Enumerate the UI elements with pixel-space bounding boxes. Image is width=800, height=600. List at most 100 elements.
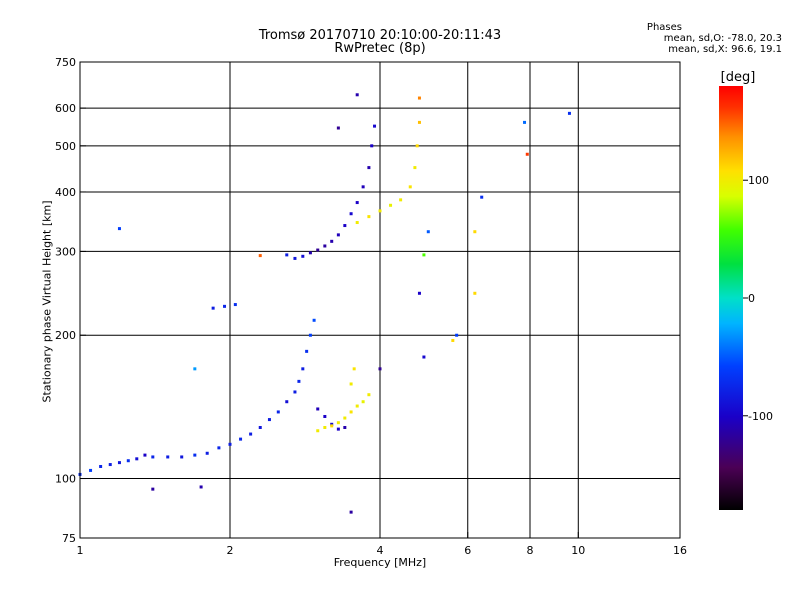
data-point	[373, 124, 377, 128]
data-point	[349, 410, 353, 414]
data-point	[305, 349, 309, 353]
data-point	[293, 390, 297, 394]
data-point	[193, 367, 197, 371]
data-point	[249, 432, 253, 436]
x-tick-label: 2	[227, 544, 234, 557]
data-point	[389, 203, 393, 207]
data-point	[355, 93, 359, 97]
data-point	[343, 425, 347, 429]
x-tick-label: 8	[527, 544, 534, 557]
data-point	[417, 96, 421, 100]
data-point	[343, 416, 347, 420]
data-point	[267, 418, 271, 422]
colorbar-ticks: 100 0 -100	[743, 174, 773, 423]
data-point	[417, 291, 421, 295]
data-point	[151, 455, 155, 459]
data-point	[285, 400, 289, 404]
data-point	[135, 457, 139, 461]
data-point	[199, 485, 203, 489]
data-point	[413, 166, 417, 170]
data-point	[343, 224, 347, 228]
data-point	[117, 461, 121, 465]
data-point	[370, 144, 374, 148]
data-point	[367, 393, 371, 397]
data-point	[415, 144, 419, 148]
data-point	[336, 427, 340, 431]
data-point	[417, 120, 421, 124]
y-tick-label: 600	[55, 102, 76, 115]
y-tick-label: 75	[62, 532, 76, 545]
axis-ticks: 1 2 4 6 8 10 16 75 100 200 300 400 500 600 750	[55, 56, 687, 557]
data-point	[276, 410, 280, 414]
data-point	[349, 212, 353, 216]
data-point	[316, 429, 320, 433]
data-point	[361, 400, 365, 404]
data-point	[293, 256, 297, 260]
data-point	[126, 459, 130, 463]
data-point	[211, 306, 215, 310]
data-point	[308, 251, 312, 255]
data-point	[258, 254, 262, 258]
x-tick-label: 1	[77, 544, 84, 557]
data-point	[316, 407, 320, 411]
data-point	[89, 468, 93, 472]
data-point	[451, 338, 455, 342]
grid-lines	[80, 62, 680, 538]
data-point	[301, 367, 305, 371]
y-tick-label: 200	[55, 329, 76, 342]
x-tick-label: 16	[673, 544, 687, 557]
data-point	[523, 120, 527, 124]
y-tick-label: 300	[55, 245, 76, 258]
data-point	[99, 464, 103, 468]
y-tick-label: 100	[55, 473, 76, 486]
data-point	[422, 253, 426, 257]
data-point	[205, 451, 209, 455]
data-point	[336, 233, 340, 237]
data-point	[367, 166, 371, 170]
colorbar-tick-label: -100	[748, 410, 773, 423]
data-point	[408, 185, 412, 189]
data-point	[336, 421, 340, 425]
colorbar-unit: [deg]	[720, 70, 756, 85]
data-point	[367, 215, 371, 219]
data-point	[239, 437, 243, 441]
data-point	[323, 414, 327, 418]
data-point	[108, 463, 112, 467]
data-point	[151, 487, 155, 491]
data-point	[378, 367, 382, 371]
data-point	[258, 425, 262, 429]
data-point	[336, 126, 340, 130]
data-point	[297, 379, 301, 383]
data-point	[422, 355, 426, 359]
data-point	[567, 111, 571, 115]
stats-o-mode: mean, sd,O: -78.0, 20.3	[663, 33, 782, 44]
stats-heading: Phases	[646, 22, 682, 33]
data-point	[473, 291, 477, 295]
data-point	[349, 382, 353, 386]
data-point	[166, 455, 170, 459]
data-point	[480, 195, 484, 199]
data-point	[285, 253, 289, 257]
data-point	[330, 239, 334, 243]
stats-x-mode: mean, sd,X: 96.6, 19.1	[668, 44, 782, 55]
chart-subtitle: RwPretec (8p)	[334, 41, 426, 56]
data-point	[117, 227, 121, 231]
data-points	[78, 93, 571, 514]
y-tick-label: 500	[55, 140, 76, 153]
data-point	[223, 304, 227, 308]
data-point	[378, 209, 382, 213]
data-point	[217, 446, 221, 450]
data-point	[323, 244, 327, 248]
data-point	[355, 404, 359, 408]
data-point	[473, 230, 477, 234]
data-point	[361, 185, 365, 189]
chart-title: Tromsø 20170710 20:10:00-20:11:43	[258, 28, 502, 43]
data-point	[330, 422, 334, 426]
data-point	[143, 453, 147, 457]
data-point	[312, 318, 316, 322]
data-point	[301, 254, 305, 258]
colorbar-gradient	[719, 86, 743, 510]
data-point	[323, 425, 327, 429]
data-point	[193, 453, 197, 457]
